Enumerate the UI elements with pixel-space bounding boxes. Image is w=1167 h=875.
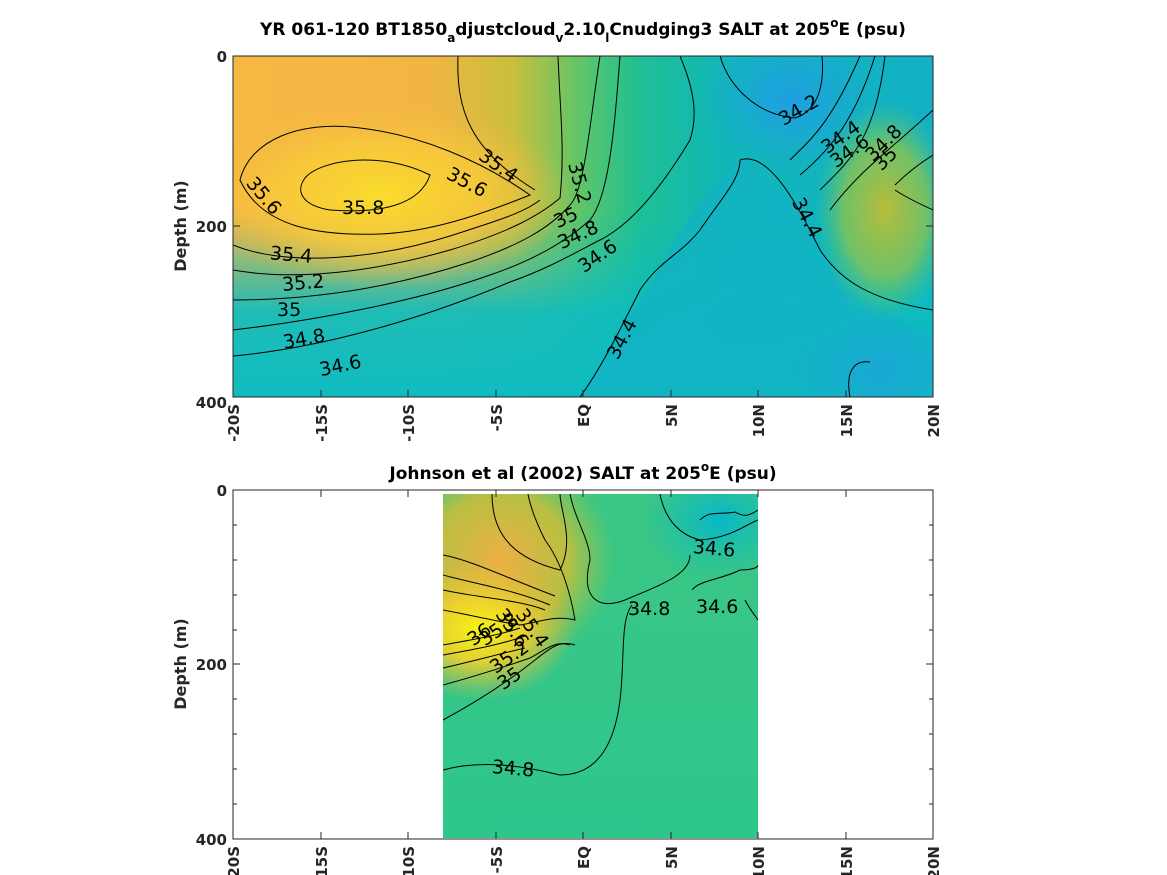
contour-label: 35 bbox=[277, 299, 301, 321]
top-contours bbox=[233, 56, 933, 397]
contour-label: 35.2 bbox=[281, 270, 325, 296]
x-tick-label: 15N bbox=[838, 846, 856, 875]
bottom-chart-title: Johnson et al (2002) SALT at 205oE (psu) bbox=[388, 460, 776, 484]
contour-line bbox=[443, 643, 576, 721]
y-tick-label: 0 bbox=[217, 48, 227, 66]
x-tick-label: 5N bbox=[663, 846, 681, 869]
bottom-y-ticks bbox=[233, 489, 933, 840]
x-tick-label: 10N bbox=[750, 846, 768, 875]
contour-label: 35.4 bbox=[269, 242, 313, 268]
x-tick-label: EQ bbox=[575, 404, 593, 427]
bottom-x-ticks bbox=[232, 490, 934, 839]
contour-label: 34.6 bbox=[692, 536, 736, 562]
y-tick-label: 200 bbox=[196, 218, 227, 236]
x-tick-label: -15S bbox=[313, 846, 331, 875]
contour-line bbox=[659, 494, 758, 541]
x-tick-label: -5S bbox=[488, 846, 506, 873]
top-x-ticks bbox=[232, 390, 934, 397]
contour-line bbox=[894, 154, 933, 211]
bottom-y-tick-labels: 0 200 400 bbox=[196, 482, 227, 849]
contour-label: 35.8 bbox=[342, 197, 384, 219]
x-tick-label: -20S bbox=[225, 846, 243, 875]
contour-line bbox=[819, 56, 886, 191]
contour-line bbox=[569, 494, 691, 605]
contour-line bbox=[443, 554, 556, 597]
contour-line bbox=[691, 564, 758, 591]
contour-line bbox=[233, 56, 621, 331]
contour-label: 34.8 bbox=[628, 598, 670, 620]
x-tick-label: 20N bbox=[925, 846, 943, 875]
x-tick-label: -5S bbox=[488, 404, 506, 431]
y-tick-label: 0 bbox=[217, 482, 227, 500]
contour-line bbox=[699, 509, 758, 521]
contour-line bbox=[491, 494, 568, 571]
contour-line bbox=[443, 574, 551, 606]
x-tick-label: 15N bbox=[838, 404, 856, 437]
bottom-x-tick-labels: -20S -15S -10S -5S EQ 5N 10N 15N 20N bbox=[225, 846, 943, 875]
contour-line bbox=[443, 635, 526, 656]
contour-line bbox=[233, 56, 601, 301]
contour-line bbox=[233, 56, 563, 276]
contour-line bbox=[443, 643, 571, 686]
top-chart-title: YR 061-120 BT1850adjustcloudv2.10lCnudgi… bbox=[259, 16, 906, 45]
contour-line bbox=[300, 159, 431, 212]
x-tick-label: 20N bbox=[925, 404, 943, 437]
contour-line bbox=[799, 56, 876, 176]
bottom-panel: 36 35.8 35.6 35.4 35.2 35 34.8 34.8 34.6… bbox=[171, 460, 943, 875]
contour-line bbox=[719, 56, 824, 119]
contour-line bbox=[443, 604, 633, 776]
top-panel: 35.8 35.6 35.6 35.4 35.4 35.2 35 34.8 34… bbox=[171, 16, 943, 442]
top-y-axis-label: Depth (m) bbox=[171, 180, 190, 272]
top-y-ticks bbox=[233, 55, 933, 398]
x-tick-label: EQ bbox=[575, 846, 593, 869]
x-tick-label: -10S bbox=[400, 404, 418, 442]
x-tick-label: 5N bbox=[663, 404, 681, 427]
contour-line bbox=[443, 647, 526, 669]
contour-line bbox=[829, 109, 933, 211]
bottom-y-axis-label: Depth (m) bbox=[171, 618, 190, 710]
y-tick-label: 400 bbox=[196, 394, 227, 412]
x-tick-label: 10N bbox=[750, 404, 768, 437]
contour-line bbox=[443, 589, 546, 611]
contour-line bbox=[239, 125, 532, 235]
contour-line bbox=[443, 627, 521, 646]
contour-line bbox=[233, 56, 695, 357]
y-tick-label: 400 bbox=[196, 831, 227, 849]
contour-line bbox=[233, 56, 541, 259]
x-tick-label: -20S bbox=[225, 404, 243, 442]
bottom-salinity-field bbox=[443, 494, 758, 838]
x-tick-label: -10S bbox=[400, 846, 418, 875]
contour-label: 34.6 bbox=[696, 596, 738, 618]
top-x-tick-labels: -20S -15S -10S -5S EQ 5N 10N 15N 20N bbox=[225, 404, 943, 442]
contour-line bbox=[744, 599, 758, 621]
bottom-contours bbox=[443, 494, 758, 776]
y-tick-label: 200 bbox=[196, 656, 227, 674]
contour-line bbox=[848, 361, 871, 397]
contour-line bbox=[579, 158, 933, 397]
contour-line bbox=[443, 494, 576, 626]
top-y-tick-labels: 0 200 400 bbox=[196, 48, 227, 412]
contour-line bbox=[789, 56, 861, 161]
x-tick-label: -15S bbox=[313, 404, 331, 442]
contour-label: 34.8 bbox=[491, 756, 535, 782]
